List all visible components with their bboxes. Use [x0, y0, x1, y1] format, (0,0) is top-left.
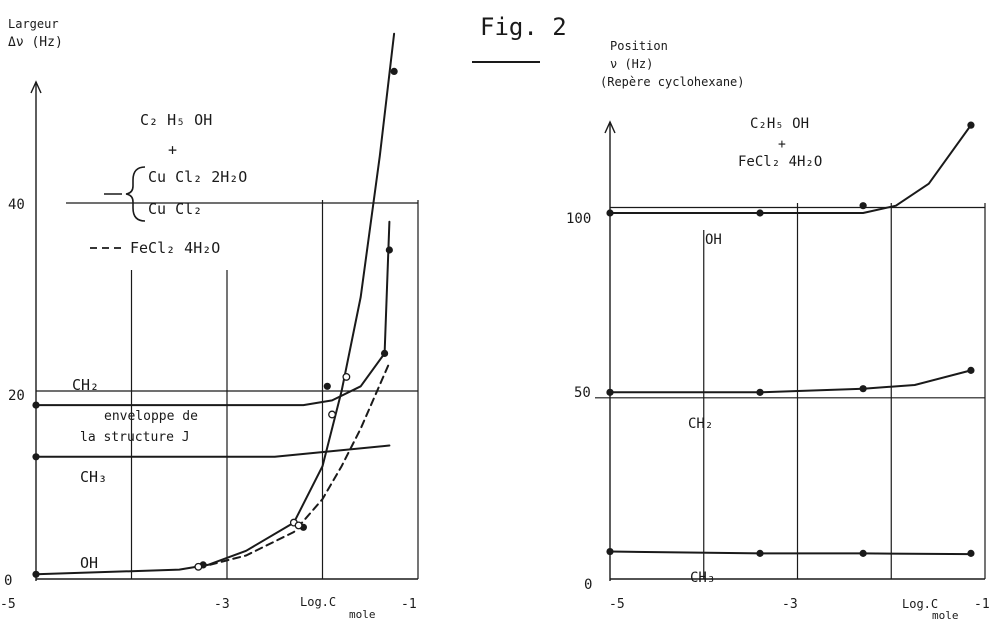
left-label-ch3: CH₃	[80, 468, 107, 486]
right-ylabel-line1: Position	[610, 39, 668, 53]
left-series-fecl2	[197, 361, 391, 569]
left-point-open	[194, 562, 203, 571]
right-point	[756, 209, 764, 217]
right-legend-formula: C₂H₅ OH	[750, 116, 809, 132]
right-legend-fecl2: FeCl₂ 4H₂O	[738, 154, 822, 170]
left-label-envelope-2: la structure J	[80, 430, 190, 445]
right-label-oh: OH	[705, 232, 722, 248]
right-series-ch3	[609, 550, 972, 556]
left-series-oh	[35, 32, 396, 576]
right-xlabel-unit: mole	[932, 609, 959, 621]
right-point	[859, 202, 867, 210]
left-point	[390, 67, 398, 75]
right-xlabel: Log.C	[902, 597, 938, 611]
left-ytick-label: 20	[8, 388, 25, 404]
right-series	[609, 124, 972, 556]
left-label-ch2: CH₂	[72, 376, 99, 394]
right-label-ch3: CH₃	[690, 570, 715, 586]
left-ylabel-line1: Largeur	[8, 17, 59, 31]
left-legend-cucl2-2h2o: Cu Cl₂ 2H₂O	[148, 168, 247, 186]
chart-left: Largeur Δν (Hz) Log.C mole -5 -3 -1 0 20…	[0, 17, 419, 621]
left-point	[32, 570, 40, 578]
left-legend-brace	[125, 166, 146, 222]
right-y-axis-arrow	[604, 120, 616, 134]
right-series-ch2	[609, 369, 972, 394]
right-point	[756, 549, 764, 557]
right-point	[606, 209, 614, 217]
right-grid	[595, 203, 986, 579]
left-y-axis-arrow	[30, 80, 42, 94]
left-ylabel-line2: Δν (Hz)	[8, 35, 63, 50]
right-point	[756, 388, 764, 396]
left-point	[323, 382, 331, 390]
right-point	[606, 388, 614, 396]
right-xtick-label: -1	[974, 597, 990, 612]
left-legend-cucl2: Cu Cl₂	[148, 200, 202, 218]
right-point	[859, 385, 867, 393]
left-series-ch2	[35, 220, 391, 407]
right-point	[606, 547, 614, 556]
right-label-ch2: CH₂	[688, 416, 713, 432]
right-ytick-label: 50	[574, 385, 591, 401]
left-point-open	[328, 410, 336, 419]
left-point	[32, 453, 40, 461]
right-xtick-label: -5	[609, 597, 625, 612]
left-xtick-label: -1	[401, 597, 417, 612]
left-point-open	[342, 372, 351, 381]
left-point	[380, 349, 389, 357]
left-point-open	[294, 521, 303, 530]
left-ytick-label: 0	[4, 573, 12, 589]
left-legend-formula: C₂ H₅ OH	[140, 111, 212, 129]
right-axes	[604, 120, 985, 581]
left-xtick-label: -5	[0, 597, 16, 612]
left-legend-plus: +	[168, 141, 177, 159]
right-ylabel-line3: (Repère cyclohexane)	[600, 75, 745, 89]
right-xtick-label: -3	[782, 597, 798, 612]
right-series-oh	[609, 124, 972, 214]
chart-right: Position ν (Hz) (Repère cyclohexane) Log…	[566, 39, 990, 621]
right-point	[859, 549, 867, 557]
left-label-envelope-1: enveloppe de	[104, 409, 198, 424]
right-point	[967, 121, 975, 129]
left-ytick-label: 40	[8, 197, 25, 213]
right-point	[967, 549, 975, 557]
left-point	[32, 401, 40, 409]
right-points	[606, 121, 975, 557]
right-ytick-label: 100	[566, 211, 591, 227]
right-legend-plus: +	[778, 137, 786, 152]
left-series	[35, 32, 396, 576]
left-legend-fecl2: FeCl₂ 4H₂O	[130, 239, 220, 257]
left-points	[32, 67, 398, 578]
left-xtick-label: -3	[214, 597, 230, 612]
right-ytick-label: 0	[584, 577, 592, 593]
figure-label: Fig. 2	[480, 13, 567, 41]
left-label-oh: OH	[80, 554, 98, 572]
left-xlabel-unit: mole	[349, 608, 376, 621]
left-series-ch3	[35, 444, 391, 458]
left-xlabel: Log.C	[300, 595, 336, 609]
left-point	[385, 246, 393, 254]
left-axes	[30, 80, 418, 581]
right-ylabel-line2: ν (Hz)	[610, 57, 653, 71]
right-point	[967, 366, 975, 374]
left-grid	[36, 200, 419, 579]
